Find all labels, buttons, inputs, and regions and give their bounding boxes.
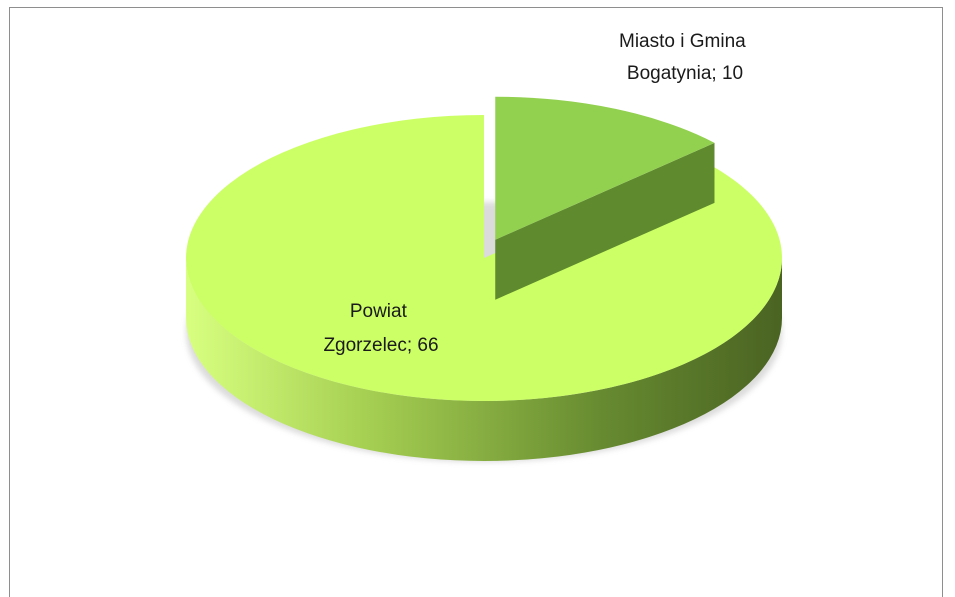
- data-label-powiat-zgorzelec: Powiat Zgorzelec; 66: [323, 301, 438, 356]
- pie-slice-powiat-zgorzelec-top: [186, 115, 783, 402]
- pie-slice-powiat-zgorzelec: [186, 115, 783, 461]
- data-label-bogatynia-line1: Miasto i Gmina: [619, 31, 746, 52]
- pie-slice-powiat-zgorzelec-side: [186, 258, 782, 461]
- pie-slice-miasto-i-gmina-bogatynia-top: [495, 96, 715, 240]
- data-label-powiat-line2: Zgorzelec; 66: [323, 335, 438, 356]
- data-label-miasto-i-gmina-bogatynia: Miasto i Gmina Bogatynia; 10: [619, 31, 751, 84]
- data-label-powiat-line1: Powiat: [350, 301, 408, 322]
- pie-slice-miasto-i-gmina-bogatynia-cut-face: [495, 142, 715, 300]
- data-label-bogatynia-line2: Bogatynia; 10: [627, 63, 743, 84]
- pie-slice-miasto-i-gmina-bogatynia: [495, 96, 715, 300]
